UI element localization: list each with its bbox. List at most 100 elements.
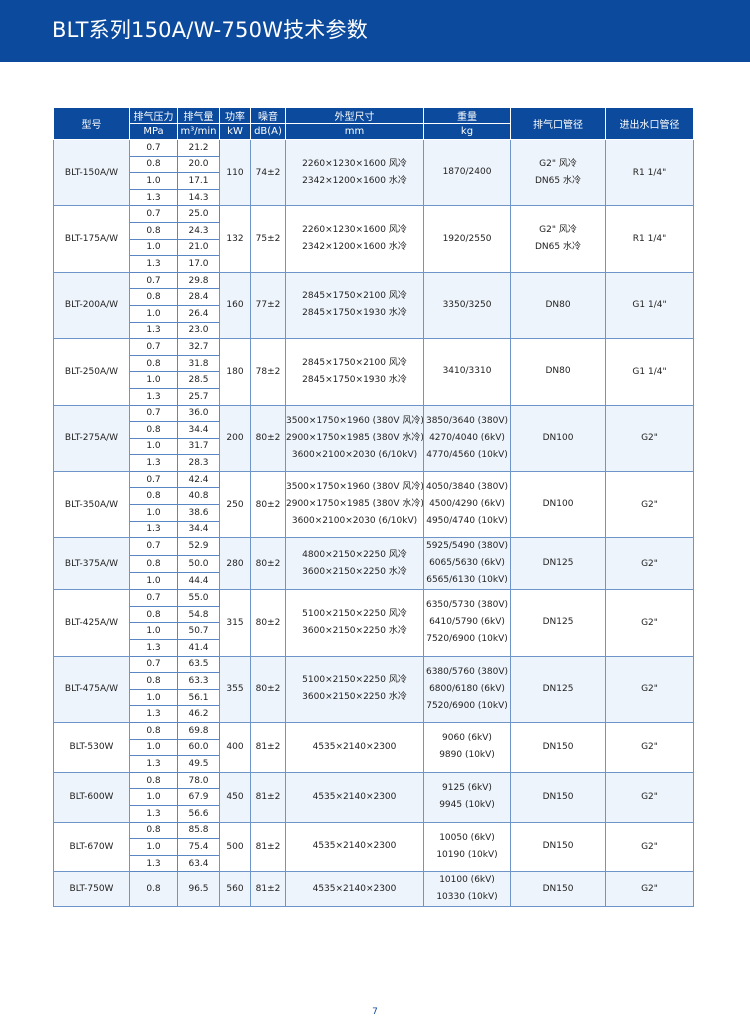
outlet-cell-line: G2" 风冷 <box>539 158 577 169</box>
weight-cell-line: 6065/5630 (6kV) <box>429 558 505 569</box>
noise-cell: 81±2 <box>250 821 286 873</box>
water-cell: G2" <box>605 722 694 773</box>
table-row: 1.3 63.4 <box>54 854 694 873</box>
weight-cell: 3410/3310 <box>423 338 511 406</box>
weight-cell-line: 10330 (10kV) <box>436 892 498 903</box>
outlet-cell-line: DN100 <box>542 499 574 510</box>
dims-cell-line: 4535×2140×2300 <box>312 841 397 852</box>
dims-cell-line: 2260×1230×1600 风冷 <box>302 225 407 236</box>
noise-cell: 78±2 <box>250 338 286 406</box>
weight-cell-line: 3350/3250 <box>442 299 492 310</box>
header-model: 型号 <box>53 107 130 140</box>
pressure-cell: 0.7 <box>129 404 178 423</box>
table-row: 0.8 20.0 <box>54 155 694 174</box>
model-cell: BLT-375A/W <box>53 537 130 591</box>
model-cell: BLT-600W <box>53 771 130 823</box>
dims-cell-line: 2845×1750×1930 水冷 <box>302 308 407 319</box>
weight-cell-line: 4270/4040 (6kV) <box>429 432 505 443</box>
flow-cell: 21.0 <box>177 238 220 257</box>
outlet-cell: DN100 <box>510 404 606 472</box>
header-dims: 外型尺寸 <box>285 107 424 124</box>
water-cell: G1 1/4" <box>605 271 694 340</box>
power-cell: 160 <box>219 271 251 340</box>
table-row: BLT-350A/W 0.7 42.4 250 80±2 3500×1750×1960 (… <box>53 470 694 539</box>
model-cell: BLT-670W <box>53 821 130 873</box>
water-cell: G1 1/4" <box>605 338 694 406</box>
dims-cell: 2845×1750×2100 风冷 2845×1750×1930 水冷 <box>285 338 424 406</box>
pressure-cell: 1.0 <box>129 838 178 856</box>
pressure-cell: 0.8 <box>129 871 178 908</box>
dims-cell-line: 2900×1750×1985 (380V 水冷) <box>286 432 424 443</box>
table-row: BLT-275A/W 0.7 36.0 200 80±2 3500×1750×1960 (… <box>53 404 694 472</box>
weight-cell-line: 7520/6900 (10kV) <box>426 634 508 645</box>
pressure-cell: 1.0 <box>129 172 178 190</box>
dims-cell: 3500×1750×1960 (380V 风冷) 2900×1750×1985 (… <box>285 470 424 539</box>
dims-cell-line: 5100×2150×2250 风冷 <box>302 675 407 686</box>
table-row: 1.0 75.4 <box>54 838 694 856</box>
header-pressure-unit: MPa <box>129 123 178 140</box>
outlet-cell-line: DN125 <box>542 617 574 628</box>
weight-cell: 10050 (6kV) 10190 (10kV) <box>423 821 511 873</box>
flow-cell: 34.4 <box>177 421 220 439</box>
flow-cell: 96.5 <box>177 871 220 908</box>
weight-cell-line: 3850/3640 (380V) <box>425 415 509 426</box>
pressure-cell: 0.7 <box>129 205 178 223</box>
outlet-cell: G2" 风冷 DN65 水冷 <box>510 138 606 207</box>
dims-cell: 2260×1230×1600 风冷 2342×1200×1600 水冷 <box>285 205 424 273</box>
table-row: BLT-670W 0.8 85.8 500 81±2 4535×2140×2300 1005… <box>53 821 694 873</box>
table-row: BLT-200A/W 0.7 29.8 160 77±2 2845×1750×2100 风… <box>53 271 694 340</box>
outlet-cell: DN80 <box>510 338 606 406</box>
noise-cell: 81±2 <box>250 871 286 908</box>
outlet-cell-line: DN125 <box>542 558 574 569</box>
water-cell: R1 1/4" <box>605 138 694 207</box>
outlet-cell-line: DN80 <box>545 366 571 377</box>
pressure-cell: 0.7 <box>129 470 178 489</box>
dims-cell-line: 4800×2150×2250 风冷 <box>302 549 407 560</box>
dims-cell: 4535×2140×2300 <box>285 722 424 773</box>
pressure-cell: 1.3 <box>129 755 178 773</box>
table-row: 1.3 28.3 <box>54 454 694 472</box>
flow-cell: 67.9 <box>177 788 220 806</box>
weight-cell-line: 1870/2400 <box>442 167 492 178</box>
weight-cell-line: 6350/5730 (380V) <box>425 600 509 611</box>
table-row: 1.0 50.7 <box>54 622 694 641</box>
dims-cell-line: 4535×2140×2300 <box>312 791 397 802</box>
weight-cell-line: 7520/6900 (10kV) <box>426 700 508 711</box>
dims-cell: 4535×2140×2300 <box>285 871 424 908</box>
pressure-cell: 1.0 <box>129 371 178 389</box>
flow-cell: 34.4 <box>177 520 220 539</box>
dims-cell: 4535×2140×2300 <box>285 771 424 823</box>
weight-cell-line: 4050/3840 (380V) <box>425 482 509 493</box>
flow-cell: 28.5 <box>177 371 220 389</box>
table-row: 1.3 25.7 <box>54 387 694 406</box>
pressure-cell: 1.0 <box>129 688 178 707</box>
weight-cell-line: 3410/3310 <box>442 366 492 377</box>
outlet-cell-line: DN100 <box>542 432 574 443</box>
flow-cell: 25.0 <box>177 205 220 223</box>
water-cell: G2" <box>605 655 694 724</box>
table-row: 1.3 46.2 <box>54 705 694 723</box>
water-cell: G2" <box>605 771 694 823</box>
flow-cell: 63.5 <box>177 655 220 674</box>
outlet-cell-line: DN80 <box>545 299 571 310</box>
dims-cell-line: 3600×2150×2250 水冷 <box>302 566 407 577</box>
dims-cell: 2260×1230×1600 风冷 2342×1200×1600 水冷 <box>285 138 424 207</box>
table-row: 0.8 24.3 <box>54 221 694 240</box>
noise-cell: 81±2 <box>250 771 286 823</box>
water-cell: G2" <box>605 589 694 657</box>
dims-cell: 4800×2150×2250 风冷 3600×2150×2250 水冷 <box>285 537 424 591</box>
water-cell: G2" <box>605 821 694 873</box>
flow-cell: 46.2 <box>177 705 220 723</box>
pressure-cell: 1.3 <box>129 854 178 873</box>
pressure-cell: 0.8 <box>129 672 178 690</box>
outlet-cell: DN150 <box>510 771 606 823</box>
weight-cell: 5925/5490 (380V) 6065/5630 (6kV) 6565/6130… <box>423 537 511 591</box>
pressure-cell: 1.0 <box>129 504 178 522</box>
flow-cell: 49.5 <box>177 755 220 773</box>
page-title: BLT系列150A/W-750W技术参数 <box>52 18 368 42</box>
pressure-cell: 1.0 <box>129 738 178 757</box>
outlet-cell: DN150 <box>510 821 606 873</box>
model-cell: BLT-425A/W <box>53 589 130 657</box>
table-row: BLT-250A/W 0.7 32.7 180 78±2 2845×1750×2100 风… <box>53 338 694 406</box>
flow-cell: 50.0 <box>177 554 220 573</box>
